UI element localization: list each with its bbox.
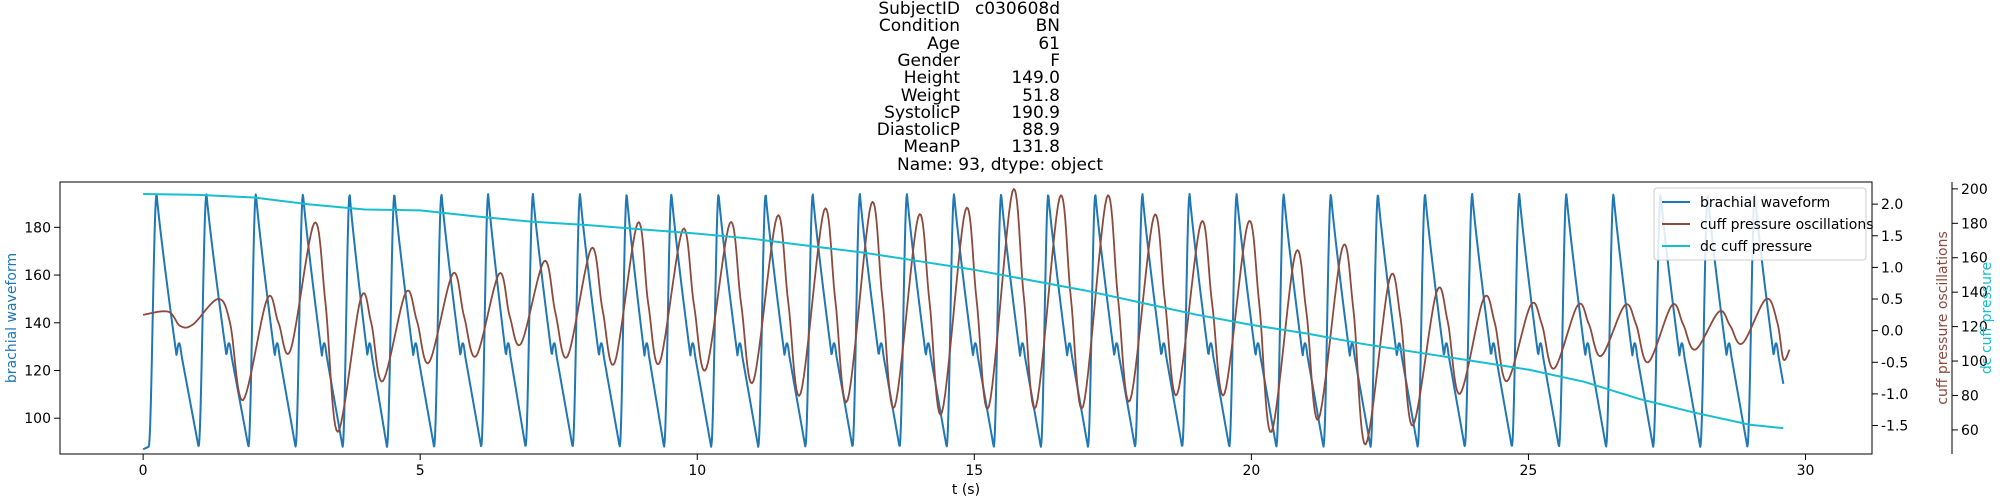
y-left-tick-label: 180 [24, 220, 51, 236]
y-right1-tick-label: 2.0 [1881, 197, 1903, 213]
title-row: Gender F [0, 50, 2000, 71]
title-row: Height 149.0 [0, 70, 2000, 87]
y-right1-tick-label: -1.0 [1881, 387, 1908, 403]
y-left-tick-label: 120 [24, 363, 51, 379]
title-row-value: 190.9 [1011, 102, 1060, 123]
legend-label: cuff pressure oscillations [1700, 217, 1874, 233]
y-right1-axis-label: cuff pressure oscillations [1935, 231, 1951, 405]
series-line-brachial-waveform [142, 192, 1785, 451]
legend-label: dc cuff pressure [1700, 239, 1812, 255]
title-row-key: SystolicP [884, 102, 960, 123]
title-row-value: 131.8 [1011, 137, 1060, 158]
legend-box [1653, 187, 1867, 261]
y-right2-tick-label: 200 [1961, 182, 1988, 198]
title-row-key: DiastolicP [876, 120, 960, 141]
chart-legend: brachial waveform cuff pressure oscillati… [1653, 187, 1874, 261]
x-tick-label: 15 [965, 463, 983, 479]
y-right2-tick-label: 160 [1961, 251, 1988, 267]
y-left-tick-label: 100 [24, 411, 51, 427]
title-row: Condition BN [0, 18, 2000, 35]
y-right2-tick-label: 140 [1961, 285, 1988, 301]
title-row-key: Gender [897, 50, 960, 71]
x-axis-label: t (s) [952, 482, 980, 498]
plot-area-frame [59, 181, 1873, 455]
y-right1-tick-label: 0.0 [1881, 324, 1903, 340]
x-tick-label: 0 [139, 463, 148, 479]
chart-axes: 0 5 10 15 20 25 30 t (s) 100 120 140 160 180 brachial… [4, 182, 1995, 498]
y-left-tick-label: 160 [24, 268, 51, 284]
chart-series-lines [142, 188, 1791, 451]
x-tick-label: 25 [1520, 463, 1538, 479]
y-right1-tick-label: 1.5 [1881, 229, 1903, 245]
title-row-value: BN [1035, 16, 1060, 37]
y-right2-tick-label: 180 [1961, 216, 1988, 232]
title-row: Weight 51.8 [0, 85, 2000, 106]
y-right2-tick-label: 80 [1961, 388, 1979, 404]
y-left-tick-label: 140 [24, 316, 51, 332]
y-right1-tick-label: 1.0 [1881, 260, 1903, 276]
title-footer-text: Name: 93, dtype: object [896, 154, 1103, 175]
title-row-key: MeanP [903, 137, 960, 158]
y-right1-tick-label: -1.5 [1881, 419, 1908, 435]
title-row: DiastolicP 88.9 [0, 122, 2000, 139]
title-row-value: 51.8 [1022, 85, 1060, 106]
legend-label: brachial waveform [1700, 195, 1830, 211]
x-tick-label: 30 [1797, 463, 1815, 479]
title-row-value: F [1050, 50, 1060, 71]
y-right2-tick-label: 120 [1961, 320, 1988, 336]
x-tick-label: 10 [688, 463, 706, 479]
y-left-axis-label: brachial waveform [4, 253, 20, 383]
series-line-cuff-pressure-oscillations [142, 188, 1791, 446]
x-tick-label: 20 [1242, 463, 1260, 479]
y-right1-tick-label: 0.5 [1881, 292, 1903, 308]
title-row-value: 88.9 [1022, 120, 1060, 141]
y-right2-axis-label: dc cuff pressure [1979, 262, 1995, 374]
title-row-key: Condition [878, 16, 960, 37]
title-row-key: Weight [900, 85, 960, 106]
title-row-value: 61 [1038, 33, 1060, 54]
title-footer: Name: 93, dtype: object [0, 154, 2000, 175]
title-row-value: c030608d [974, 0, 1060, 19]
series-line-dc-cuff-pressure [143, 193, 1784, 430]
title-row-key: Age [927, 33, 960, 54]
title-row: SystolicP 190.9 [0, 102, 2000, 123]
y-right1-tick-label: -0.5 [1881, 355, 1908, 371]
title-row: Age 61 [0, 33, 2000, 54]
x-tick-label: 5 [416, 463, 425, 479]
title-row-key: Height [903, 68, 960, 89]
y-right2-tick-label: 60 [1961, 423, 1979, 439]
title-row: MeanP 131.8 [0, 139, 2000, 156]
title-row-value: 149.0 [1011, 68, 1060, 89]
title-row-key: SubjectID [878, 0, 960, 19]
y-right2-tick-label: 100 [1961, 354, 1988, 370]
title-row: SubjectID c030608d [0, 1, 2000, 18]
